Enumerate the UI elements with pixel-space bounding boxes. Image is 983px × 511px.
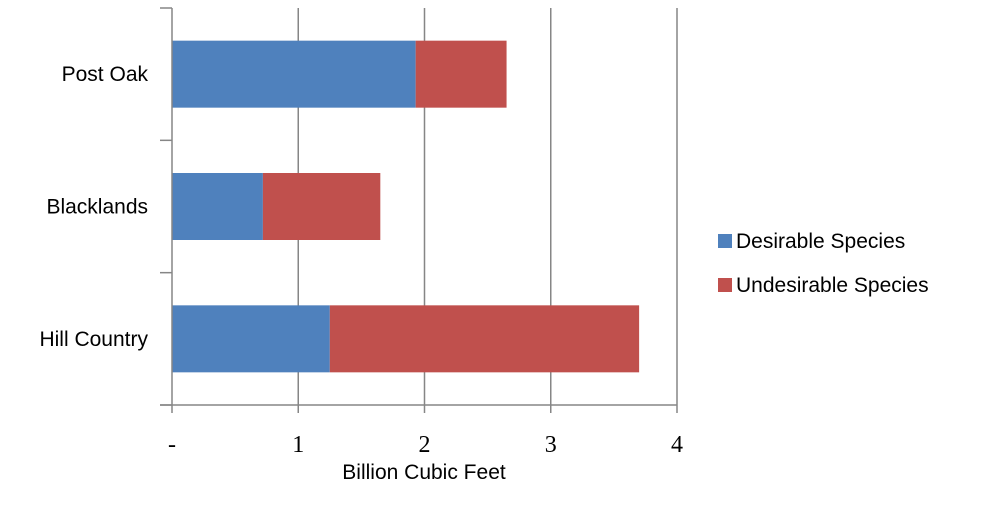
axes — [160, 8, 677, 406]
bar-post-oak-undesirable-species — [415, 40, 507, 108]
bar-blacklands-desirable-species — [172, 173, 263, 240]
category-labels: Post Oak Blacklands Hill Country — [39, 63, 148, 351]
bar-blacklands-undesirable-species — [262, 173, 381, 240]
x-axis-ticks — [171, 405, 678, 413]
x-tick-labels: - 1 2 3 4 — [168, 432, 683, 458]
x-tick-label-3: 3 — [545, 432, 557, 458]
legend-swatch-0 — [718, 234, 732, 248]
x-tick-label-4: 4 — [671, 432, 683, 458]
legend-label-1: Undesirable Species — [736, 274, 929, 297]
x-axis-title: Billion Cubic Feet — [342, 461, 506, 484]
bar-hill-country-desirable-species — [172, 305, 330, 373]
bar-hill-country-undesirable-species — [329, 305, 640, 373]
category-label-0: Post Oak — [62, 63, 149, 86]
legend-swatch-1 — [718, 278, 732, 292]
legend-label-0: Desirable Species — [736, 230, 905, 253]
x-tick-label-1: 1 — [292, 432, 304, 458]
category-label-1: Blacklands — [46, 196, 148, 219]
x-tick-label-0: - — [168, 432, 176, 458]
legend: Desirable Species Undesirable Species — [718, 230, 929, 297]
category-label-2: Hill Country — [39, 328, 148, 351]
bar-post-oak-desirable-species — [172, 40, 416, 108]
bars — [172, 40, 640, 373]
y-axis-ticks — [160, 7, 172, 406]
x-tick-label-2: 2 — [419, 432, 431, 458]
